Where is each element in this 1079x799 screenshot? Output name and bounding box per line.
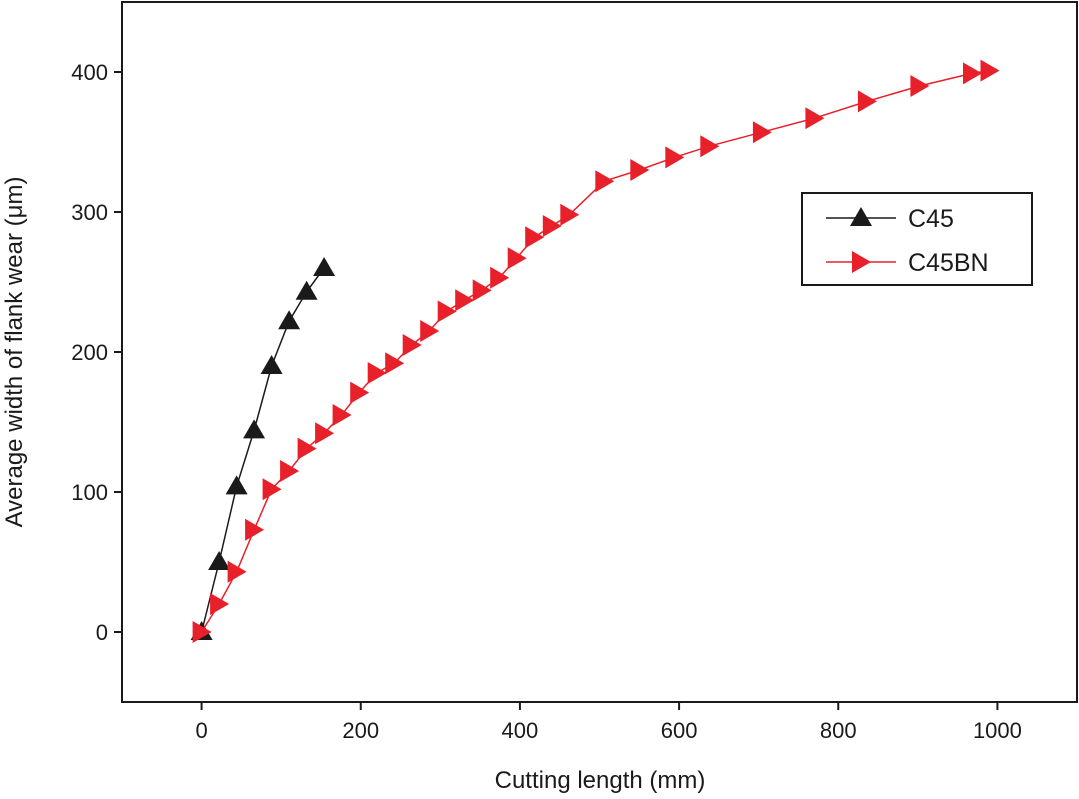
x-tick-label: 600 <box>661 718 698 743</box>
data-point-c45bn <box>367 362 387 384</box>
data-point-c45bn <box>402 334 422 356</box>
data-point-c45 <box>225 475 248 495</box>
data-point-c45bn <box>525 226 545 249</box>
data-point-c45bn <box>437 300 457 323</box>
data-point-c45 <box>260 355 283 374</box>
plot-frame <box>121 1 1078 703</box>
data-point-c45bn <box>507 247 527 270</box>
data-point-c45bn <box>542 215 562 237</box>
data-point-c45bn <box>385 352 405 375</box>
data-point-c45bn <box>192 621 212 643</box>
data-point-c45 <box>295 280 318 300</box>
data-point-c45bn <box>297 437 317 460</box>
y-tick-label: 400 <box>71 60 108 85</box>
data-point-c45bn <box>315 422 335 445</box>
data-point-c45bn <box>980 59 1000 82</box>
data-point-c45bn <box>910 75 930 97</box>
series-layer <box>190 59 1000 643</box>
data-point-c45bn <box>262 478 282 501</box>
data-point-c45bn <box>472 279 492 302</box>
data-point-c45bn <box>630 159 650 181</box>
data-point-c45bn <box>280 460 300 482</box>
data-point-c45 <box>278 310 301 330</box>
data-point-c45bn <box>700 135 720 158</box>
x-tick-label: 400 <box>502 718 539 743</box>
data-point-c45bn <box>332 404 352 426</box>
data-point-c45bn <box>420 320 440 342</box>
y-axis-ticks: 0 100 200 300 400 <box>71 60 122 645</box>
x-axis-title: Cutting length (mm) <box>495 767 706 794</box>
data-point-c45bn <box>665 146 685 169</box>
data-point-c45bn <box>210 593 230 615</box>
data-point-c45 <box>313 257 336 276</box>
data-point-c45bn <box>490 266 510 289</box>
data-point-c45 <box>208 551 231 570</box>
data-point-c45bn <box>350 381 370 404</box>
y-axis-title: Average width of flank wear (μm) <box>1 177 28 528</box>
data-point-c45 <box>243 419 266 439</box>
x-tick-label: 1000 <box>973 718 1022 743</box>
data-point-c45bn <box>560 203 580 226</box>
data-point-c45bn <box>963 62 982 85</box>
legend-marker-c45 <box>850 207 872 226</box>
x-tick-label: 800 <box>820 718 857 743</box>
legend-box <box>801 192 1033 286</box>
x-axis-ticks: 0 200 400 600 800 1000 <box>195 702 1022 743</box>
data-point-c45bn <box>227 560 247 583</box>
y-tick-label: 0 <box>96 620 108 645</box>
data-point-c45bn <box>595 170 615 193</box>
legend: C45 C45BN <box>801 192 1033 286</box>
legend-label-c45bn: C45BN <box>908 249 989 277</box>
x-tick-label: 200 <box>342 718 379 743</box>
y-tick-label: 200 <box>71 340 108 365</box>
series-line-c45bn <box>200 69 990 633</box>
data-point-c45bn <box>752 121 772 144</box>
y-tick-label: 300 <box>71 200 108 225</box>
y-tick-label: 100 <box>71 480 108 505</box>
legend-marker-c45bn <box>852 251 871 273</box>
x-tick-label: 0 <box>195 718 207 743</box>
data-point-c45bn <box>857 90 877 113</box>
data-point-c45bn <box>245 518 265 541</box>
data-point-c45bn <box>455 289 475 312</box>
legend-label-c45: C45 <box>908 205 954 233</box>
data-point-c45bn <box>805 107 825 130</box>
